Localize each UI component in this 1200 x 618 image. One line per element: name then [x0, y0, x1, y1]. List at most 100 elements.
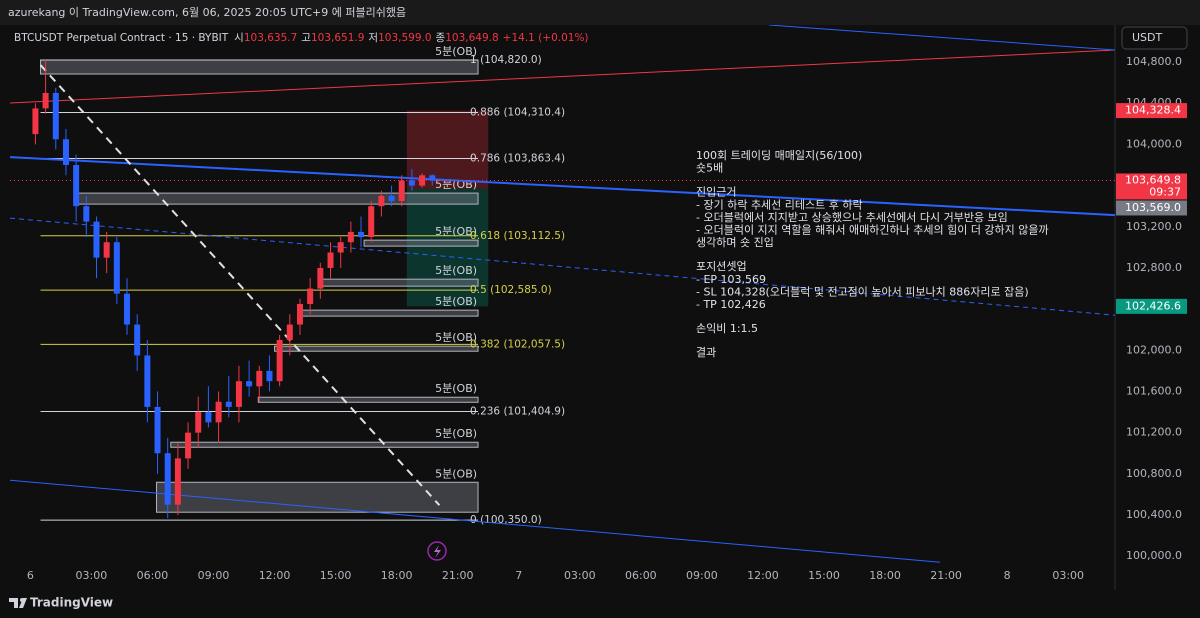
- candle-body: [113, 242, 120, 294]
- candle-body: [174, 458, 181, 505]
- plot-area: 5분(OB) 5분(OB) 5분(OB) 5분(OB) 5분(OB) 5분(OB) 5분(O…: [10, 25, 1115, 563]
- last-price-label: 103,649.8: [1125, 173, 1181, 186]
- x-tick-label: 18:00: [869, 569, 901, 582]
- order-block: [170, 441, 479, 448]
- ohlc-value: 103,599.0: [378, 32, 431, 44]
- annotation-line: - 오더블럭이 지지 역할을 해줘서 애매하긴하나 추세의 힘이 더 강하지 않…: [696, 223, 1049, 237]
- order-block-label: 5분(OB): [435, 45, 477, 58]
- last-price-box: [1116, 173, 1187, 200]
- x-tick-label: 12:00: [259, 569, 291, 582]
- x-tick-label: 03:00: [76, 569, 108, 582]
- y-tick-label: 101,600.0: [1126, 384, 1182, 397]
- y-tick-label: 102,000.0: [1126, 343, 1182, 356]
- order-block-label: 5분(OB): [435, 225, 477, 238]
- order-block: [274, 345, 479, 352]
- y-tick-label: 100,800.0: [1126, 467, 1182, 480]
- trend-line: [769, 25, 1115, 51]
- x-tick-label: 09:00: [198, 569, 230, 582]
- ohlc-value: 103,651.9: [311, 32, 364, 44]
- countdown: 09:37: [1149, 185, 1181, 198]
- annotation-line: - EP 103,569: [696, 273, 766, 286]
- stop-zone: [406, 110, 489, 189]
- ohlc-key: 저: [368, 32, 378, 44]
- header-bar: [0, 0, 1200, 25]
- price-label: 104,328.4: [1125, 104, 1181, 117]
- currency-button[interactable]: [1121, 26, 1188, 50]
- order-block-label: 5분(OB): [435, 331, 477, 344]
- symbol-line: BTCUSDT Perpetual Contract · 15 · BYBIT 시…: [14, 32, 589, 44]
- candle-body: [347, 231, 354, 243]
- target-zone: [406, 188, 489, 307]
- fib-label: 0.618 (103,112.5): [470, 230, 565, 242]
- annotation-line: 100회 트레이딩 매매일지(56/100): [696, 148, 862, 162]
- ohlc-value: 103,635.7: [244, 32, 297, 44]
- y-tick-label: 100,400.0: [1126, 508, 1182, 521]
- y-tick-label: 104,800.0: [1126, 55, 1182, 68]
- candle-body: [266, 370, 273, 382]
- price-label: 102,426.6: [1125, 299, 1181, 312]
- fib-label: 1 (104,820.0): [470, 54, 542, 66]
- order-block: [40, 59, 479, 75]
- y-tick-label: 103,200.0: [1126, 220, 1182, 233]
- candle-body: [378, 195, 385, 207]
- candle-body: [73, 165, 80, 207]
- order-block-label: 5분(OB): [435, 295, 477, 308]
- x-tick-label: 6: [27, 569, 34, 582]
- y-tick-label: 104,000.0: [1126, 137, 1182, 150]
- candle-body: [429, 175, 436, 181]
- ohlc-key: 종: [436, 32, 446, 44]
- candle-body: [154, 406, 161, 454]
- alert-icon[interactable]: [427, 541, 447, 561]
- price-label: 103,569.0: [1125, 201, 1181, 214]
- candle-body: [246, 381, 253, 387]
- candle-body: [62, 139, 69, 165]
- x-tick-label: 06:00: [625, 569, 657, 582]
- change: +14.1 (+0.01%): [503, 32, 589, 44]
- candle-body: [358, 231, 365, 238]
- alert-bolt: [434, 545, 441, 558]
- trend-line: [39, 64, 441, 506]
- trend-line: [10, 156, 1115, 217]
- ohlc-value: 103,649.8: [445, 32, 498, 44]
- annotation-line: 결과: [696, 346, 716, 359]
- candle-body: [368, 206, 375, 238]
- candle-body: [317, 267, 324, 289]
- price-label-box: [1116, 298, 1187, 314]
- candle-body: [286, 324, 293, 340]
- y-tick-label: 100,000.0: [1126, 549, 1182, 562]
- candle-body: [144, 355, 151, 407]
- candle-body: [276, 340, 283, 382]
- candle-body: [398, 180, 405, 202]
- annotation-line: 숏5배: [696, 162, 723, 175]
- y-tick-label: 102,800.0: [1126, 261, 1182, 274]
- fib-label: 0.236 (101,404.9): [470, 406, 565, 418]
- candle-body: [307, 288, 314, 304]
- currency[interactable]: USDT: [1132, 31, 1163, 44]
- y-tick-label: 101,200.0: [1126, 426, 1182, 439]
- order-block-label: 5분(OB): [435, 264, 477, 277]
- order-block: [300, 309, 479, 317]
- candle-body: [327, 252, 334, 268]
- footer-bar: [0, 590, 1200, 618]
- candle-body: [42, 92, 49, 109]
- candle-body: [32, 108, 39, 135]
- x-tick-label: 09:00: [686, 569, 718, 582]
- annotation-line: 포지션셋업: [696, 260, 747, 273]
- fib-label: 0.5 (102,585.0): [470, 284, 552, 296]
- order-block: [363, 239, 479, 247]
- brand: TradingView: [30, 596, 113, 610]
- candle-body: [83, 206, 90, 222]
- x-tick-label: 12:00: [747, 569, 779, 582]
- x-tick-label: 8: [1004, 569, 1011, 582]
- order-block-label: 5분(OB): [435, 467, 477, 480]
- fib-label: 0.886 (104,310.4): [470, 106, 565, 118]
- ohlc-key: 시: [234, 32, 244, 44]
- order-block-label: 5분(OB): [435, 382, 477, 395]
- candle-body: [103, 242, 110, 258]
- x-tick-label: 21:00: [930, 569, 962, 582]
- annotation-line: - SL 104,328(오더블럭 및 전고점이 높아서 피보나치 886자리로…: [696, 285, 1029, 298]
- x-tick-label: 15:00: [320, 569, 352, 582]
- candle-body: [52, 92, 59, 140]
